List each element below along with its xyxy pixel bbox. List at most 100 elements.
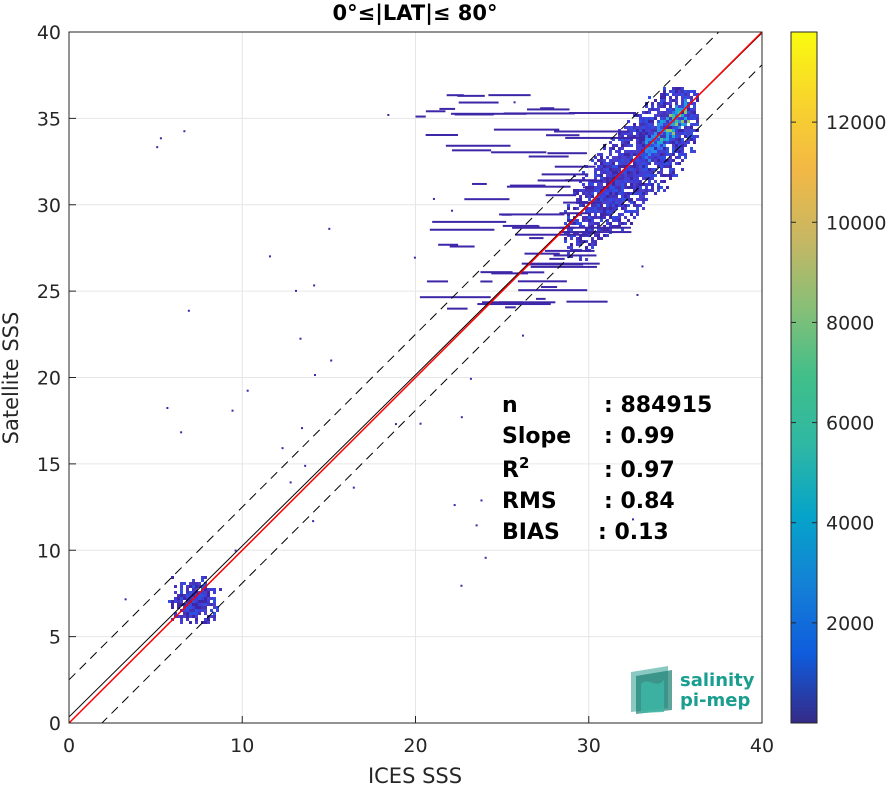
density-cell bbox=[654, 153, 657, 156]
density-cell bbox=[606, 183, 609, 186]
density-cell bbox=[672, 132, 675, 135]
density-cell bbox=[672, 111, 675, 114]
density-cell bbox=[678, 108, 681, 111]
density-cell bbox=[579, 240, 582, 243]
density-cell bbox=[696, 135, 699, 138]
density-cell bbox=[639, 141, 642, 144]
density-cell bbox=[627, 180, 630, 183]
density-cell bbox=[636, 159, 639, 162]
density-cell bbox=[672, 99, 675, 102]
density-cell bbox=[189, 609, 192, 612]
density-cell bbox=[597, 204, 600, 207]
density-cell bbox=[609, 189, 612, 192]
density-cell bbox=[192, 588, 195, 591]
density-cell bbox=[666, 117, 669, 120]
density-cell bbox=[651, 135, 654, 138]
density-cell bbox=[606, 162, 609, 165]
density-cell bbox=[567, 204, 570, 207]
density-cell bbox=[621, 174, 624, 177]
density-cell bbox=[204, 576, 207, 579]
density-cell bbox=[651, 171, 654, 174]
density-cell bbox=[651, 153, 654, 156]
density-cell bbox=[618, 135, 621, 138]
density-cell bbox=[588, 198, 591, 201]
density-cell bbox=[669, 123, 672, 126]
density-cell bbox=[642, 144, 645, 147]
density-cell bbox=[648, 189, 651, 192]
density-cell bbox=[636, 204, 639, 207]
density-cell bbox=[621, 180, 624, 183]
density-cell bbox=[201, 606, 204, 609]
density-cell bbox=[579, 213, 582, 216]
density-cell bbox=[654, 99, 657, 102]
density-cell bbox=[633, 153, 636, 156]
density-cell bbox=[621, 171, 624, 174]
density-cell bbox=[594, 222, 597, 225]
density-cell bbox=[621, 147, 624, 150]
density-cell bbox=[591, 159, 594, 162]
density-cell bbox=[573, 189, 576, 192]
density-cell bbox=[195, 612, 198, 615]
y-tick-label: 0 bbox=[49, 713, 61, 735]
density-cell bbox=[624, 156, 627, 159]
density-cell bbox=[597, 210, 600, 213]
density-cell bbox=[684, 117, 687, 120]
density-cell bbox=[687, 93, 690, 96]
density-cell bbox=[672, 171, 675, 174]
density-cell bbox=[678, 150, 681, 153]
density-cell bbox=[660, 120, 663, 123]
density-cell bbox=[672, 153, 675, 156]
density-cell bbox=[177, 615, 180, 618]
density-cell bbox=[183, 603, 186, 606]
density-cell bbox=[642, 132, 645, 135]
density-cell bbox=[528, 155, 569, 158]
density-cell bbox=[582, 192, 585, 195]
density-cell bbox=[591, 192, 594, 195]
density-cell bbox=[666, 174, 669, 177]
density-cell bbox=[645, 147, 648, 150]
density-cell bbox=[681, 90, 684, 93]
density-cell bbox=[480, 280, 493, 283]
density-cell bbox=[672, 123, 675, 126]
density-cell bbox=[576, 219, 579, 222]
density-cell bbox=[657, 123, 660, 126]
density-cell bbox=[579, 243, 582, 246]
density-cell bbox=[439, 107, 456, 110]
density-cell bbox=[174, 585, 177, 588]
density-cell bbox=[606, 222, 609, 225]
stat-label: Slope bbox=[502, 424, 571, 449]
logo-line-1: salinity bbox=[680, 670, 755, 691]
density-cell bbox=[654, 141, 657, 144]
density-cell bbox=[606, 198, 609, 201]
density-cell bbox=[588, 195, 591, 198]
density-cell bbox=[606, 204, 609, 207]
density-cell bbox=[588, 186, 591, 189]
density-cell bbox=[521, 262, 600, 265]
density-cell bbox=[213, 606, 216, 609]
density-cell bbox=[675, 99, 678, 102]
density-cell bbox=[174, 591, 177, 594]
density-cell bbox=[690, 99, 693, 102]
density-cell bbox=[675, 147, 678, 150]
density-cell bbox=[678, 90, 681, 93]
density-cell bbox=[675, 144, 678, 147]
density-cell bbox=[530, 265, 597, 268]
y-tick-label: 30 bbox=[37, 195, 61, 217]
density-cell bbox=[627, 168, 630, 171]
density-cell bbox=[546, 134, 580, 137]
density-cell bbox=[654, 129, 657, 132]
density-cell bbox=[588, 192, 591, 195]
density-cell bbox=[675, 132, 678, 135]
density-cell bbox=[609, 162, 612, 165]
x-tick-label: 20 bbox=[403, 735, 427, 757]
density-cell bbox=[585, 192, 588, 195]
density-cell bbox=[642, 192, 645, 195]
density-cell bbox=[669, 168, 672, 171]
density-cell bbox=[630, 171, 633, 174]
density-cell bbox=[645, 192, 648, 195]
density-cell bbox=[609, 225, 612, 228]
density-cell bbox=[609, 165, 612, 168]
density-cell bbox=[609, 201, 612, 204]
density-cell bbox=[633, 210, 636, 213]
density-cell bbox=[606, 207, 609, 210]
